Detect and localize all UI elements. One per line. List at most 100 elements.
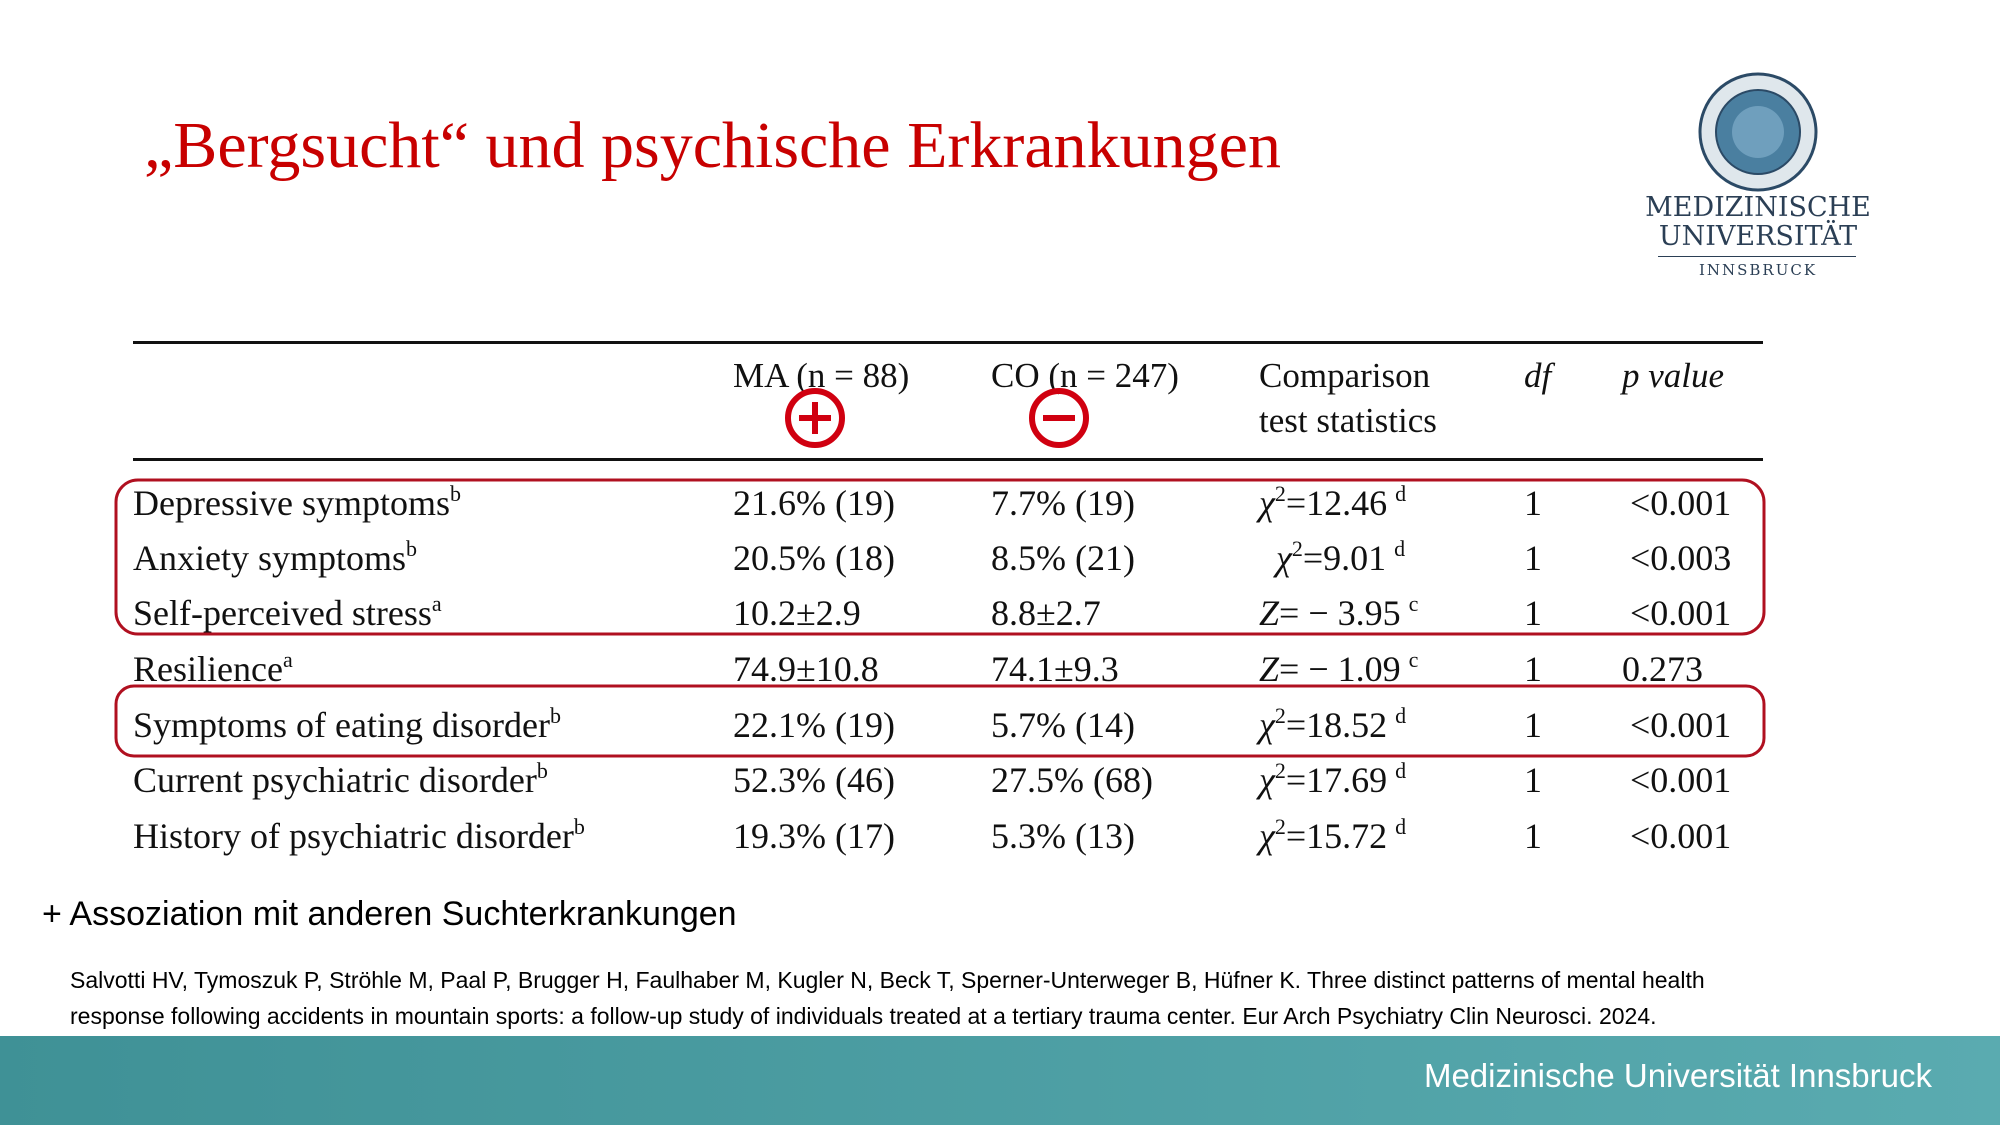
df-value: 1 [1524, 483, 1542, 523]
ma-value: 19.3% (17) [733, 816, 895, 856]
stat-value: =12.46 [1285, 483, 1388, 523]
p-value: <0.001 [1630, 483, 1732, 523]
cell: <0.001 [1630, 592, 1731, 634]
ma-value: 52.3% (46) [733, 760, 895, 800]
p-value: <0.001 [1630, 816, 1732, 856]
stat-footnote: d [1395, 481, 1407, 506]
stat-footnote: d [1394, 536, 1406, 561]
stat-cell: Z= − 1.09 c [1259, 648, 1418, 690]
row-label: History of psychiatric disorderb [133, 815, 585, 857]
cell: 1 [1524, 648, 1542, 690]
co-value: 27.5% (68) [991, 760, 1153, 800]
cell: 20.5% (18) [733, 537, 895, 579]
df-value: 1 [1524, 538, 1542, 578]
cell: 8.5% (21) [991, 537, 1135, 579]
row-label: Self-perceived stressa [133, 592, 442, 634]
label-text: Symptoms of eating disorder [133, 705, 550, 745]
label-text: Resilience [133, 649, 283, 689]
df-value: 1 [1524, 649, 1542, 689]
stat-symbol: χ [1259, 483, 1275, 523]
stat-cell: χ2=15.72 d [1259, 815, 1406, 857]
stat-exponent: 2 [1274, 814, 1286, 839]
cell: 21.6% (19) [733, 482, 895, 524]
ma-value: 22.1% (19) [733, 705, 895, 745]
cell: <0.003 [1630, 537, 1731, 579]
logo-rule [1658, 256, 1856, 257]
ma-value: 74.9±10.8 [733, 649, 879, 689]
co-value: 74.1±9.3 [991, 649, 1119, 689]
stat-footnote: d [1395, 758, 1407, 783]
note: + Assoziation mit anderen Suchterkrankun… [42, 895, 737, 933]
stat-exponent: 2 [1291, 536, 1303, 561]
cell: 1 [1524, 759, 1542, 801]
df-value: 1 [1524, 593, 1542, 633]
cell: 52.3% (46) [733, 759, 895, 801]
stat-footnote: d [1395, 814, 1407, 839]
cell: 0.273 [1622, 648, 1703, 690]
cell: 74.9±10.8 [733, 648, 879, 690]
logo-text: INNSBRUCK [1698, 261, 1818, 279]
stat-footnote: d [1395, 703, 1407, 728]
p-value: <0.001 [1630, 760, 1732, 800]
label-text: Anxiety symptoms [133, 538, 407, 578]
stat-cell: χ2=18.52 d [1259, 704, 1406, 746]
stat-symbol: χ [1259, 760, 1275, 800]
stat-cell: χ2=9.01 d [1276, 537, 1405, 579]
cell: 19.3% (17) [733, 815, 895, 857]
column-header: df [1524, 356, 1552, 395]
co-value: 5.3% (13) [991, 816, 1135, 856]
p-value: 0.273 [1622, 649, 1703, 689]
co-value: 5.7% (14) [991, 705, 1135, 745]
stat-value: = − 1.09 [1279, 649, 1401, 689]
cell: <0.001 [1630, 704, 1731, 746]
minus-icon [1029, 388, 1089, 448]
column-header: CO (n = 247) [991, 356, 1179, 395]
label-footnote: b [573, 814, 585, 839]
row-label: Symptoms of eating disorderb [133, 704, 561, 746]
label-text: Current psychiatric disorder [133, 760, 537, 800]
cell: 1 [1524, 592, 1542, 634]
stat-symbol: Z [1259, 649, 1280, 689]
df-value: 1 [1524, 760, 1542, 800]
co-value: 8.8±2.7 [991, 593, 1101, 633]
p-value: <0.001 [1630, 705, 1732, 745]
stat-symbol: χ [1259, 705, 1275, 745]
stat-value: =9.01 [1302, 538, 1387, 578]
slide-title: „Bergsucht“ und psychische Erkrankungen [144, 109, 1281, 182]
label-footnote: a [431, 591, 442, 616]
label-footnote: b [536, 758, 548, 783]
cell: 1 [1524, 482, 1542, 524]
cell: 1 [1524, 537, 1542, 579]
cell: 7.7% (19) [991, 482, 1135, 524]
stat-cell: Z= − 3.95 c [1259, 592, 1418, 634]
cell: <0.001 [1630, 482, 1731, 524]
cell: 27.5% (68) [991, 759, 1153, 801]
stat-symbol: χ [1259, 816, 1275, 856]
cell: 22.1% (19) [733, 704, 895, 746]
cell: 5.7% (14) [991, 704, 1135, 746]
df-value: 1 [1524, 705, 1542, 745]
citation: response following accidents in mountain… [70, 1003, 1657, 1029]
stat-symbol: Z [1259, 593, 1280, 633]
label-text: Depressive symptoms [133, 483, 450, 523]
cell: 10.2±2.9 [733, 592, 861, 634]
label-footnote: a [282, 647, 293, 672]
ma-value: 21.6% (19) [733, 483, 895, 523]
stat-cell: χ2=17.69 d [1259, 759, 1406, 801]
row-label: Anxiety symptomsb [133, 537, 417, 579]
co-value: 7.7% (19) [991, 483, 1135, 523]
logo-text: UNIVERSITÄT [1658, 221, 1858, 252]
plus-icon [785, 388, 845, 448]
row-label: Depressive symptomsb [133, 482, 461, 524]
stat-symbol: χ [1276, 538, 1292, 578]
table-rule [133, 458, 1763, 461]
row-label: Current psychiatric disorderb [133, 759, 548, 801]
label-footnote: b [406, 536, 418, 561]
table-rule [133, 341, 1763, 344]
stat-exponent: 2 [1274, 758, 1286, 783]
footer-bar [0, 1036, 2000, 1125]
p-value: <0.001 [1630, 593, 1732, 633]
stat-footnote: c [1408, 591, 1419, 616]
cell: <0.001 [1630, 815, 1731, 857]
stat-value: =17.69 [1285, 760, 1388, 800]
